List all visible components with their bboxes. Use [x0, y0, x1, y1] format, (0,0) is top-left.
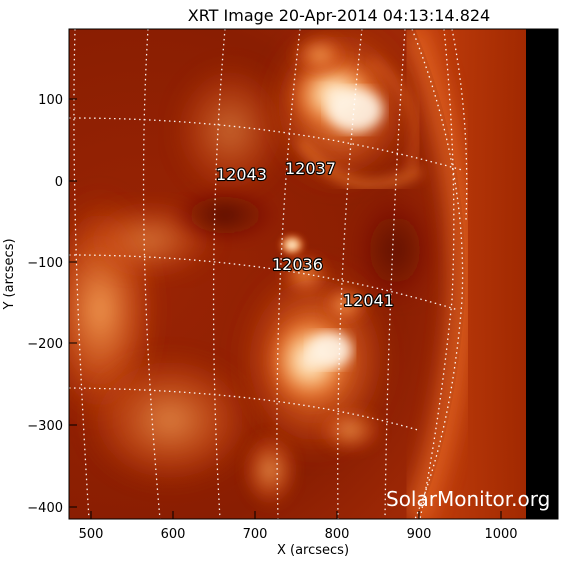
ar-label-12037: 12037	[285, 159, 336, 178]
heliographic-grid	[69, 29, 468, 519]
solar-xray-image	[69, 29, 558, 519]
y-tick-label: 0	[55, 175, 63, 190]
solarmonitor-watermark: SolarMonitor.org	[386, 487, 550, 511]
plot-frame	[68, 28, 559, 520]
ar-label-12043: 12043	[216, 165, 267, 184]
x-tick-label: 800	[325, 527, 350, 542]
x-axis: 500 600 700 800 900 1000 X (arcsecs)	[79, 511, 518, 558]
y-tick-label: −300	[27, 419, 63, 434]
x-tick-label: 600	[161, 527, 186, 542]
x-tick-label: 900	[407, 527, 432, 542]
ar-label-12041: 12041	[343, 291, 394, 310]
y-tick-label: −200	[27, 337, 63, 352]
figure-title: XRT Image 20-Apr-2014 04:13:14.824	[188, 6, 490, 25]
x-tick-label: 700	[243, 527, 268, 542]
y-axis-label: Y (arcsecs)	[2, 238, 17, 310]
y-tick-label: 100	[38, 93, 63, 108]
x-tick-label: 500	[79, 527, 104, 542]
y-tick-label: −400	[27, 501, 63, 516]
y-axis: 100 0 −100 −200 −300 −400 Y (arcsecs)	[2, 93, 77, 516]
x-axis-label: X (arcsecs)	[277, 543, 349, 558]
y-tick-label: −100	[27, 256, 63, 271]
x-tick-label: 1000	[484, 527, 517, 542]
active-region-labels: 12043 12037 12036 12041	[215, 158, 395, 311]
ar-label-12036: 12036	[272, 255, 323, 274]
